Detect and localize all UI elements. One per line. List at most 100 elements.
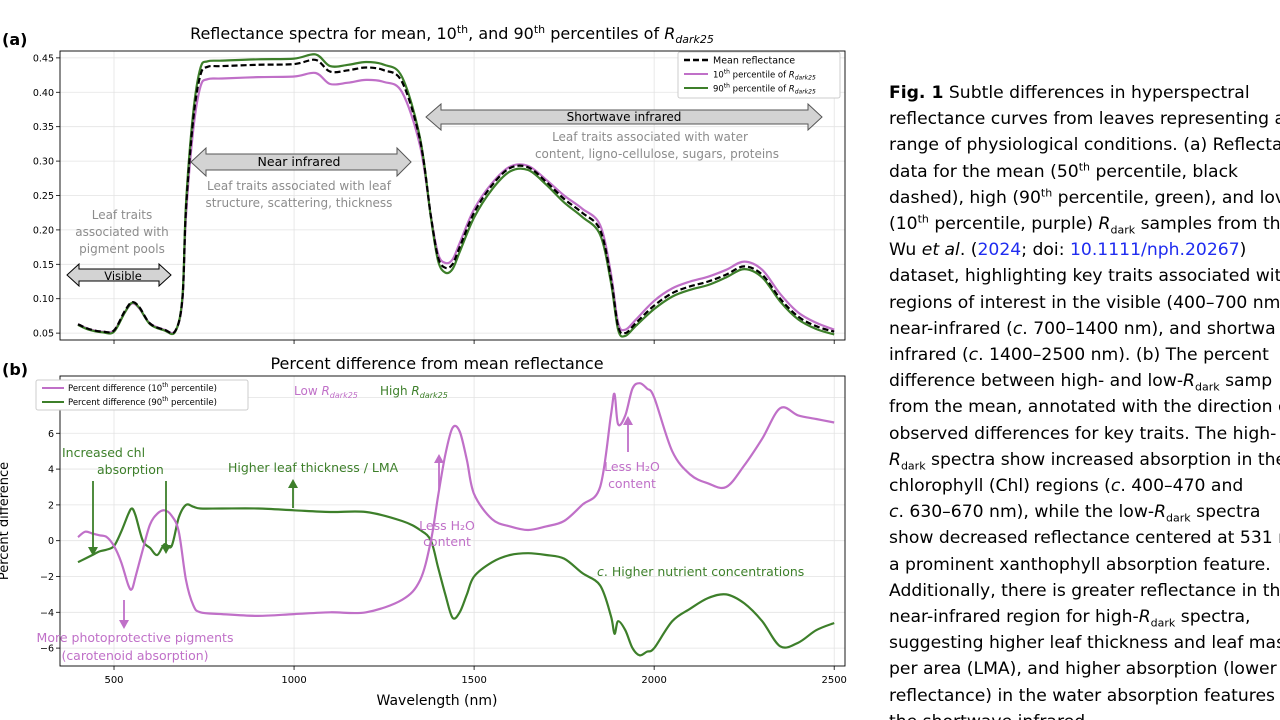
caption-line: data for the mean (50th percentile, blac… xyxy=(889,159,1238,182)
series-line-p90 xyxy=(77,503,835,657)
y-tick-label: 0 xyxy=(48,536,54,547)
less-h2o-arrow-2 xyxy=(623,416,633,452)
visible-note-line2: associated with xyxy=(75,225,168,239)
caption-line: Fig. 1 Subtle differences in hyperspectr… xyxy=(889,83,1250,103)
swir-note: Leaf traits associated with water conten… xyxy=(535,130,779,161)
caption-line: near-infrared region for high-Rdark spec… xyxy=(889,607,1251,630)
x-tick-label: 1500 xyxy=(461,675,486,686)
x-tick-label: 500 xyxy=(104,675,123,686)
swir-note-line2: content, ligno-cellulose, sugars, protei… xyxy=(535,147,779,161)
y-tick-label: 0.30 xyxy=(33,157,54,168)
nir-note-line1: Leaf traits associated with leaf xyxy=(207,179,392,193)
caption-line: difference between high- and low-Rdark s… xyxy=(889,371,1273,394)
series-line-p10 xyxy=(77,382,835,617)
caption-line: chlorophyll (Chl) regions (c. 400–470 an… xyxy=(889,476,1244,497)
swir-arrow: Shortwave infrared xyxy=(425,102,823,132)
caption-line: reflectance curves from leaves represent… xyxy=(889,109,1280,130)
less-h2o-arrow-1 xyxy=(434,454,444,490)
y-axis-label-b: Percent difference xyxy=(0,462,12,580)
legend-a: Mean reflectance 10th percentile of Rdar… xyxy=(677,51,841,99)
y-tick-label: 4 xyxy=(48,465,54,476)
thickness-arrow xyxy=(288,479,298,508)
y-tick-label: 0.10 xyxy=(33,294,54,305)
series-line-mean xyxy=(77,58,835,335)
low-rdark-label: Low Rdark25 xyxy=(294,384,358,400)
caption-line: c. 630–670 nm), while the low-Rdark spec… xyxy=(889,502,1261,525)
pigments-annotation: More photoprotective pigments (carotenoi… xyxy=(37,630,234,663)
x-tick-label: 2000 xyxy=(641,675,666,686)
less-h2o-annotation-2: Less H₂O content xyxy=(604,459,660,491)
chl-annotation-line1: Increased chl xyxy=(62,445,145,460)
less-h2o-1-line1: Less H₂O xyxy=(419,518,475,533)
caption-line: Additionally, there is greater reflectan… xyxy=(889,580,1280,601)
less-h2o-1-line2: content xyxy=(423,534,471,549)
visible-arrow-label: Visible xyxy=(104,269,142,283)
y-tick-label: 0.05 xyxy=(33,329,54,340)
nir-arrow: Near infrared xyxy=(190,146,412,178)
y-tick-label: 0.40 xyxy=(33,88,54,99)
caption-line: Wu et al. (2024; doi: 10.1111/nph.20267) xyxy=(889,240,1247,261)
less-h2o-annotation-1: Less H₂O content xyxy=(419,518,475,549)
panel-b-curves xyxy=(77,382,835,657)
figure: (a) (b) Reflectance spectra for mean, 10… xyxy=(0,23,847,709)
caption-line: range of physiological conditions. (a) R… xyxy=(889,135,1280,156)
caption-link[interactable]: 10.1111/nph.20267 xyxy=(1069,240,1240,261)
x-tick-label: 2500 xyxy=(821,675,846,686)
panel-b-frame xyxy=(59,375,846,667)
panel-a-label: (a) xyxy=(2,30,27,49)
caption-line: dashed), high (90th percentile, green), … xyxy=(889,186,1280,208)
caption-line: (10th percentile, purple) Rdark samples … xyxy=(889,212,1280,237)
caption-line: observed differences for key traits. The… xyxy=(889,423,1277,444)
caption-line: infrared (c. 1400–2500 nm). (b) The perc… xyxy=(889,345,1269,366)
chl-arrow-right xyxy=(161,481,171,554)
caption-line: per area (LMA), and higher absorption (l… xyxy=(889,659,1277,680)
pigments-arrow xyxy=(119,600,129,629)
caption-line: dataset, highlighting key traits associa… xyxy=(889,266,1280,287)
legend-b-p90-label: Percent difference (90th percentile) xyxy=(68,396,217,408)
legend-a-p90-label: 90th percentile of Rdark25 xyxy=(713,83,816,96)
legend-b-p10-label: Percent difference (10th percentile) xyxy=(68,382,217,394)
visible-arrow: Visible xyxy=(66,262,172,288)
y-tick-label: −6 xyxy=(40,644,54,655)
caption-line: reflectance) in the water absorption fea… xyxy=(889,685,1280,706)
panel-a-curves xyxy=(77,53,835,338)
panel-a-ticks: 0.05 0.10 0.15 0.20 0.25 0.30 0.35 0.40 0.45 xyxy=(33,53,835,344)
legend-a-p10-label: 10th percentile of Rdark25 xyxy=(713,69,816,82)
panel-a-frame xyxy=(59,50,846,341)
caption-line: from the mean, annotated with the direct… xyxy=(889,397,1280,418)
panel-b-title: Percent difference from mean reflectance xyxy=(270,354,603,373)
chl-arrow-left xyxy=(88,481,98,556)
caption-line: suggesting higher leaf thickness and lea… xyxy=(889,633,1280,654)
swir-note-line1: Leaf traits associated with water xyxy=(552,130,748,144)
caption-line: regions of interest in the visible (400–… xyxy=(889,292,1280,313)
visible-note-line1: Leaf traits xyxy=(92,208,153,222)
y-tick-label: 0.15 xyxy=(33,260,54,271)
caption-line: Rdark spectra show increased absorption … xyxy=(889,449,1280,473)
less-h2o-2-line1: Less H₂O xyxy=(604,459,660,474)
swir-arrow-label: Shortwave infrared xyxy=(567,110,682,124)
nutrients-annotation-text: . Higher nutrient concentrations xyxy=(604,564,804,579)
legend-a-mean-label: Mean reflectance xyxy=(713,56,795,67)
thickness-annotation: Higher leaf thickness / LMA xyxy=(228,460,399,475)
nir-note-line2: structure, scattering, thickness xyxy=(206,196,393,210)
less-h2o-2-line2: content xyxy=(608,476,656,491)
x-tick-label: 1000 xyxy=(281,675,306,686)
y-tick-label: 0.35 xyxy=(33,122,54,133)
caption-line: show decreased reflectance centered at 5… xyxy=(889,528,1280,549)
y-tick-label: 2 xyxy=(48,500,54,511)
nir-arrow-label: Near infrared xyxy=(258,154,341,169)
y-tick-label: −4 xyxy=(40,608,54,619)
y-tick-label: 0.20 xyxy=(33,225,54,236)
caption-link[interactable]: 2024 xyxy=(977,240,1022,261)
caption-line: a prominent xanthophyll absorption featu… xyxy=(889,554,1271,575)
high-rdark-label: High Rdark25 xyxy=(380,384,448,400)
legend-b-box xyxy=(35,379,249,411)
panel-a-title: Reflectance spectra for mean, 10th, and … xyxy=(190,23,714,46)
y-tick-label: −2 xyxy=(40,572,54,583)
x-axis-label: Wavelength (nm) xyxy=(377,693,498,709)
chl-annotation: Increased chl absorption xyxy=(62,445,164,477)
pigments-line1: More photoprotective pigments xyxy=(37,630,234,645)
y-tick-label: 0.45 xyxy=(33,53,54,64)
y-tick-label: 0.25 xyxy=(33,191,54,202)
legend-b: Percent difference (10th percentile) Per… xyxy=(35,379,249,411)
